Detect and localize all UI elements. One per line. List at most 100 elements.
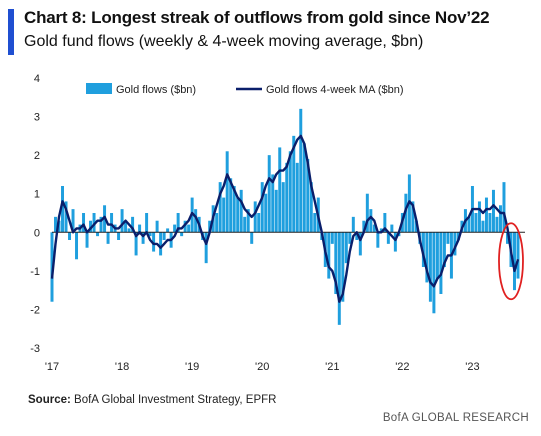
- flow-bar: [376, 232, 380, 248]
- x-tick-label: '23: [465, 361, 479, 373]
- flow-bar: [495, 216, 499, 233]
- y-tick-label: -3: [30, 343, 40, 355]
- legend-swatch-bars: [86, 83, 112, 94]
- flow-bar: [446, 232, 450, 244]
- flow-bar: [351, 216, 355, 233]
- flow-bar: [421, 232, 425, 267]
- title-accent-bar: [8, 9, 14, 55]
- flow-bar: [337, 232, 341, 325]
- flow-bar: [218, 182, 222, 233]
- flow-bar: [432, 232, 436, 314]
- flow-bar: [183, 220, 187, 233]
- flow-bar: [393, 232, 397, 252]
- flow-bar: [309, 182, 313, 233]
- flow-bar: [358, 232, 362, 256]
- flow-bar: [106, 232, 110, 244]
- flow-bar: [453, 232, 457, 256]
- flow-bar: [491, 189, 495, 233]
- flow-bar: [299, 108, 303, 233]
- x-tick-label: '19: [185, 361, 199, 373]
- x-tick-label: '22: [395, 361, 409, 373]
- y-tick-label: -1: [30, 266, 40, 278]
- legend-label-line: Gold flows 4-week MA ($bn): [266, 84, 404, 96]
- flow-bar: [82, 213, 86, 233]
- flow-bar: [267, 155, 271, 233]
- y-tick-label: 1: [34, 189, 40, 201]
- y-tick-label: 4: [34, 73, 40, 85]
- flow-bar: [439, 232, 443, 294]
- flow-bar: [281, 182, 285, 233]
- flow-bar: [313, 213, 317, 233]
- flow-bar: [159, 232, 163, 256]
- flow-bar: [134, 232, 138, 256]
- flow-bar: [173, 224, 177, 233]
- flow-bar: [362, 220, 366, 233]
- flow-bar: [194, 209, 198, 233]
- flow-bar: [180, 232, 184, 237]
- flow-bar: [355, 232, 359, 240]
- flow-bar: [411, 201, 415, 233]
- flow-bar: [379, 228, 383, 233]
- flow-bar: [187, 224, 191, 233]
- flow-bar: [271, 174, 275, 233]
- flow-bar: [505, 232, 509, 244]
- x-tick-label: '20: [255, 361, 269, 373]
- flow-bar: [257, 213, 261, 233]
- flow-bar: [474, 213, 478, 233]
- flow-bar: [239, 189, 243, 233]
- flow-bar: [425, 232, 429, 283]
- flow-bar: [442, 232, 446, 267]
- flow-bar: [435, 232, 439, 279]
- flow-bar: [341, 232, 345, 302]
- flow-bar: [386, 232, 390, 244]
- flow-bar: [57, 220, 61, 233]
- flow-bar: [383, 213, 387, 233]
- flow-bar: [365, 193, 369, 233]
- flow-bar: [96, 232, 100, 237]
- ma-line: [50, 134, 520, 303]
- x-tick-label: '17: [45, 361, 59, 373]
- flow-bar: [99, 216, 103, 233]
- flow-bar: [141, 232, 145, 244]
- flow-bar: [92, 213, 96, 233]
- flow-bar: [71, 209, 75, 233]
- flow-bar: [467, 216, 471, 233]
- flow-bar: [288, 151, 292, 233]
- y-tick-label: 0: [34, 227, 40, 239]
- flow-bar: [348, 232, 352, 244]
- y-tick-label: -2: [30, 304, 40, 316]
- flow-bar: [166, 228, 170, 233]
- chart-title: Chart 8: Longest streak of outflows from…: [24, 8, 490, 27]
- flow-bar: [243, 216, 247, 233]
- flow-bar: [148, 232, 152, 237]
- flow-bar: [302, 143, 306, 233]
- flow-bar: [516, 232, 520, 279]
- flow-bar: [278, 147, 282, 233]
- flow-bar: [481, 220, 485, 233]
- flow-bar: [176, 213, 180, 233]
- flow-bar: [127, 228, 131, 233]
- flow-bar: [110, 213, 114, 233]
- flow-bar: [327, 232, 331, 279]
- flow-bar: [372, 224, 376, 233]
- source-label: Source:: [28, 394, 71, 406]
- flow-bar: [498, 205, 502, 233]
- flow-bar: [54, 216, 57, 233]
- flow-bar: [250, 232, 254, 244]
- flow-bar: [64, 201, 68, 233]
- flow-bar: [131, 216, 135, 233]
- flow-bar: [512, 232, 516, 291]
- flow-bar: [390, 224, 394, 233]
- flow-bar: [484, 197, 488, 233]
- y-tick-label: 3: [34, 112, 40, 124]
- flow-bar: [502, 182, 506, 233]
- flow-bar: [285, 162, 289, 233]
- flow-bar: [253, 201, 257, 233]
- flow-bar: [369, 209, 373, 233]
- flow-bar: [204, 232, 208, 264]
- gold-flows-chart: -3 -2 -1 0 1 2 3 4 '17 '18 '19 '20 '21 '22 '23 Gold flo…: [30, 73, 525, 373]
- flow-bar: [246, 209, 250, 233]
- flow-bar: [89, 220, 93, 233]
- y-tick-label: 2: [34, 150, 40, 162]
- source-text: BofA Global Investment Strategy, EPFR: [74, 394, 277, 406]
